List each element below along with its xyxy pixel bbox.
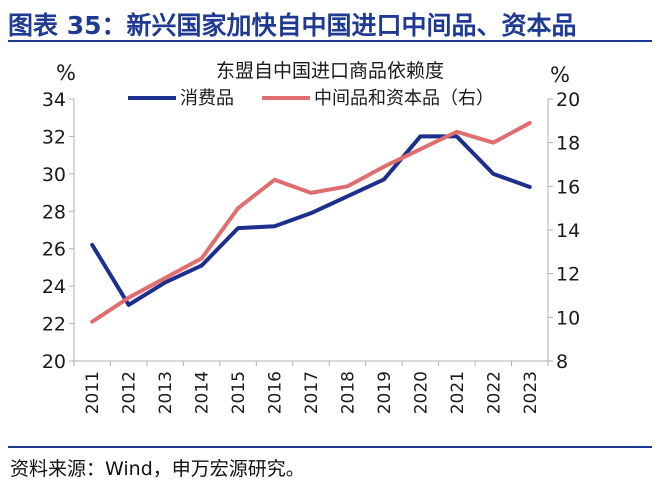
y-left-unit-label: % [56,61,76,85]
y-right-tick-label: 20 [556,89,580,111]
y-right-tick-label: 18 [556,133,580,155]
y-left-tick-label: 30 [42,164,66,186]
y-right-tick-label: 10 [556,307,580,329]
x-tick-label: 2019 [375,371,395,414]
x-tick-label: 2012 [120,371,140,414]
x-tick-label: 2013 [156,371,176,414]
legend-label-consumer: 消费品 [180,88,234,109]
x-tick-label: 2020 [411,371,431,414]
y-left-tick-label: 20 [42,351,66,373]
x-tick-label: 2021 [448,371,468,414]
x-tick-label: 2014 [193,371,213,414]
y-right-tick-label: 12 [556,264,580,286]
y-right-tick-label: 14 [556,220,580,242]
x-tick-label: 2018 [338,371,358,414]
y-left-tick-label: 26 [42,239,66,261]
series-line-consumer [90,134,532,307]
series-lines [90,121,532,324]
y-left-tick-label: 32 [42,126,66,148]
series-line-intermediate [90,121,532,324]
x-tick-label: 2011 [83,371,103,414]
y-right-tick-label: 8 [556,351,568,373]
title-rule [8,40,652,42]
source-rule [8,446,652,448]
y-left-tick-label: 28 [42,201,66,223]
figure-title: 图表 35：新兴国家加快自中国进口中间品、资本品 [8,11,577,40]
y-left-tick-label: 24 [42,276,66,298]
x-tick-label: 2017 [302,371,322,414]
x-tick-label: 2023 [521,371,541,414]
x-tick-label: 2016 [266,371,286,414]
legend: 消费品 中间品和资本品（右） [128,88,494,109]
y-left-tick-label: 22 [42,314,66,336]
chart-title: 东盟自中国进口商品依赖度 [216,60,444,82]
y-right-unit-label: % [550,63,570,87]
legend-label-intermediate: 中间品和资本品（右） [314,88,494,109]
x-tick-label: 2022 [484,371,504,414]
y-right-tick-label: 16 [556,176,580,198]
source-note: 资料来源：Wind，申万宏源研究。 [10,458,305,480]
x-tick-label: 2015 [229,371,249,414]
y-left-tick-label: 34 [42,89,66,111]
